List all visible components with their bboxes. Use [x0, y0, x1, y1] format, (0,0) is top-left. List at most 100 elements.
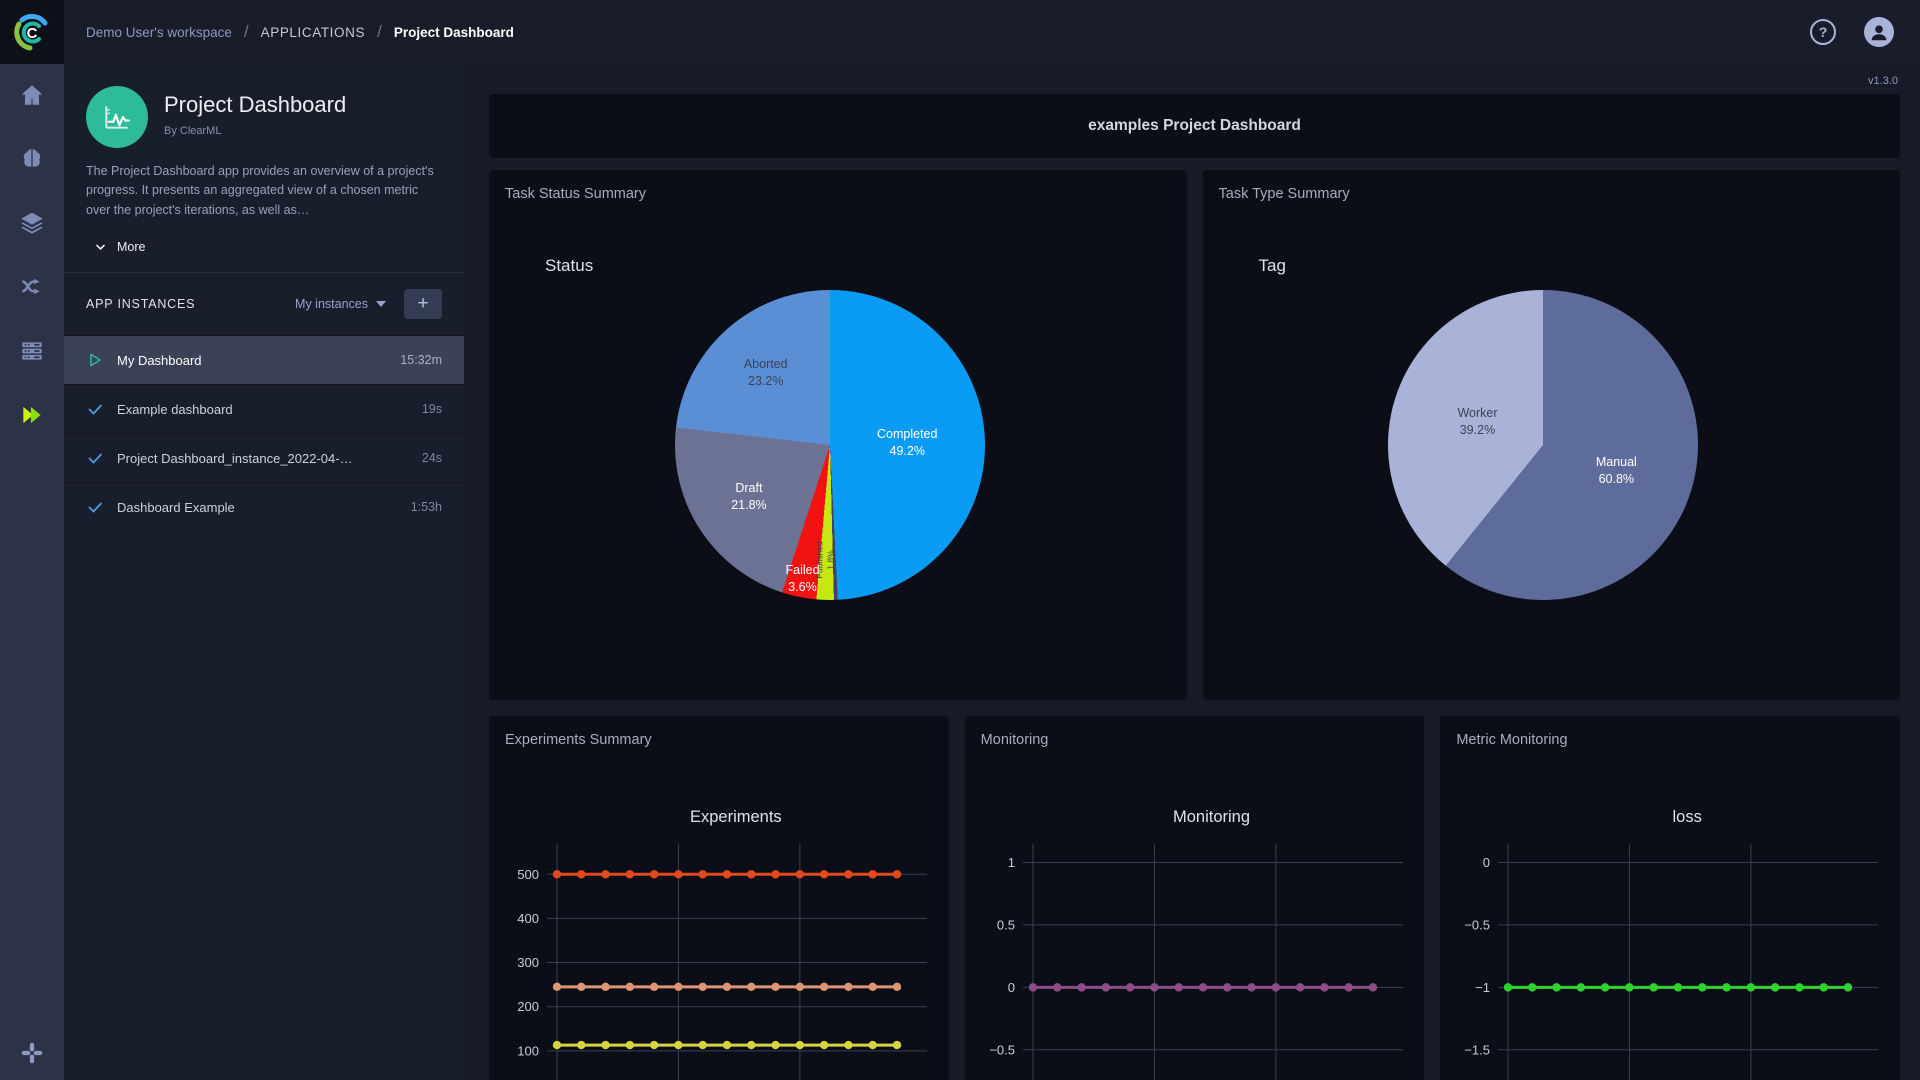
slack-icon [21, 1042, 43, 1064]
loss-line-chart[interactable]: −1.5 −1 −0.5 0 [1448, 836, 1884, 1080]
svg-text:100: 100 [517, 1043, 539, 1058]
nav-pipelines-button[interactable] [19, 274, 45, 300]
home-icon [21, 85, 43, 105]
chart-title: Tag [1258, 256, 1286, 275]
clearml-logo[interactable]: C [0, 0, 64, 64]
instance-row[interactable]: Example dashboard 19s [64, 384, 464, 433]
applications-icon [23, 406, 41, 424]
svg-text:300: 300 [517, 955, 539, 970]
app-avatar [86, 86, 148, 148]
instance-row[interactable]: Project Dashboard_instance_2022-04-… 24s [64, 433, 464, 482]
dashboard-main: v1.3.0 examples Project Dashboard Task S… [464, 64, 1920, 1080]
chart-title: loss [1672, 808, 1702, 826]
svg-text:C: C [27, 25, 38, 42]
nav-applications-button[interactable] [19, 402, 45, 428]
completed-icon [86, 449, 104, 467]
panel-title: Task Status Summary [505, 186, 647, 202]
panel-metric-monitoring: Metric Monitoring loss −1.5 −1 −0.5 0 [1440, 716, 1901, 1080]
instance-list: My Dashboard 15:32m Example dashboard 19… [64, 335, 464, 531]
breadcrumb-separator: / [243, 22, 249, 41]
layers-icon [21, 212, 43, 234]
nav-community-button[interactable] [19, 1040, 45, 1066]
plus-icon: + [417, 293, 429, 315]
pie-slice-label: Completed 49.2% [876, 427, 938, 459]
topbar-actions: ? [1810, 17, 1894, 47]
svg-text:0: 0 [1007, 980, 1014, 995]
instance-name: Project Dashboard_instance_2022-04-… [117, 450, 353, 466]
svg-text:500: 500 [517, 867, 539, 882]
instance-time: 15:32m [400, 353, 442, 368]
panel-title: Monitoring [980, 732, 1049, 748]
panel-title: Experiments Summary [505, 732, 652, 748]
svg-text:−1: −1 [1476, 980, 1491, 995]
help-icon: ? [1818, 24, 1828, 40]
app-details-panel: Project Dashboard By ClearML The Project… [64, 64, 464, 1080]
dashboard-title: examples Project Dashboard [1088, 117, 1301, 134]
instances-filter-dropdown[interactable]: My instances [295, 297, 386, 311]
svg-text:−0.5: −0.5 [1465, 917, 1491, 932]
add-instance-button[interactable]: + [404, 289, 442, 320]
experiments-line-chart[interactable]: 0100200300400500 [497, 836, 933, 1080]
panel-experiments-summary: Experiments Summary Experiments 01002003… [489, 716, 949, 1080]
completed-icon [86, 498, 104, 516]
svg-text:0: 0 [1483, 855, 1490, 870]
svg-text:200: 200 [517, 999, 539, 1014]
breadcrumb-workspace[interactable]: Demo User's workspace [86, 24, 232, 40]
breadcrumb-separator: / [377, 22, 382, 41]
completed-icon [86, 400, 104, 418]
svg-text:−1.5: −1.5 [1465, 1042, 1491, 1057]
running-icon [86, 351, 104, 369]
instance-name: Dashboard Example [117, 499, 235, 515]
app-info: Project Dashboard By ClearML The Project… [64, 64, 464, 274]
breadcrumb: Demo User's workspace / APPLICATIONS / P… [86, 22, 514, 42]
svg-text:0.5: 0.5 [997, 917, 1015, 932]
workers-queues-icon [22, 342, 42, 360]
svg-text:400: 400 [517, 911, 539, 926]
dashboard-header-card: examples Project Dashboard [489, 94, 1900, 158]
breadcrumb-current-page: Project Dashboard [393, 24, 514, 40]
app-version: v1.3.0 [1868, 75, 1898, 87]
person-icon [1871, 25, 1887, 41]
user-avatar[interactable] [1864, 17, 1894, 47]
dashboard-chart-icon [105, 106, 130, 129]
instance-row[interactable]: Dashboard Example 1:53h [64, 482, 464, 531]
panel-title: Task Type Summary [1218, 186, 1350, 202]
task-status-pie-chart[interactable]: Completed 49.2% Published 1.8% Failed 3.6% Dra… [674, 290, 985, 600]
app-instances-header: APP INSTANCES My instances + [64, 273, 464, 335]
svg-text:−0.5: −0.5 [989, 1042, 1015, 1057]
chart-title: Status [545, 256, 594, 275]
pie-slice-label: Manual 60.8% [1595, 454, 1637, 486]
nav-datasets-button[interactable] [19, 210, 45, 236]
clearml-logo-icon: C [14, 13, 48, 51]
more-button[interactable]: More [94, 240, 440, 254]
chart-title: Experiments [689, 808, 782, 826]
app-title: Project Dashboard [164, 92, 347, 117]
app-byline: By ClearML [164, 125, 222, 137]
instance-time: 19s [421, 402, 442, 417]
nav-projects-button[interactable] [19, 146, 45, 172]
nav-rail [0, 64, 64, 1080]
breadcrumb-applications[interactable]: APPLICATIONS [260, 24, 366, 40]
svg-text:1: 1 [1007, 855, 1014, 870]
pie-slice-label: Worker 39.2% [1457, 405, 1498, 437]
nav-workers-button[interactable] [19, 338, 45, 364]
monitoring-line-chart[interactable]: −0.5 0 0.5 1 [973, 836, 1409, 1080]
top-bar: C Demo User's workspace / APPLICATIONS /… [0, 0, 1920, 64]
instance-name: My Dashboard [117, 352, 202, 368]
instance-time: 1:53h [410, 500, 442, 515]
chevron-down-icon [96, 244, 105, 250]
panel-monitoring: Monitoring Monitoring −0.5 0 0.5 1 [964, 716, 1425, 1080]
nav-home-button[interactable] [19, 82, 45, 108]
instance-name: Example dashboard [117, 401, 233, 417]
app-instances-title: APP INSTANCES [86, 297, 196, 312]
task-type-pie-chart[interactable]: Manual 60.8% Worker 39.2% [1388, 290, 1699, 600]
brain-icon [23, 149, 41, 167]
caret-down-icon [376, 301, 386, 308]
app-description: The Project Dashboard app provides an ov… [86, 164, 434, 217]
pipelines-icon [21, 278, 40, 295]
instance-time: 24s [421, 451, 442, 466]
panel-task-type-summary: Task Type Summary Tag Manual 60.8% Worker 3… [1202, 170, 1900, 700]
pie-slice-label: Published 1.8% [814, 540, 837, 579]
help-button[interactable]: ? [1810, 19, 1836, 45]
instance-row[interactable]: My Dashboard 15:32m [64, 335, 464, 385]
